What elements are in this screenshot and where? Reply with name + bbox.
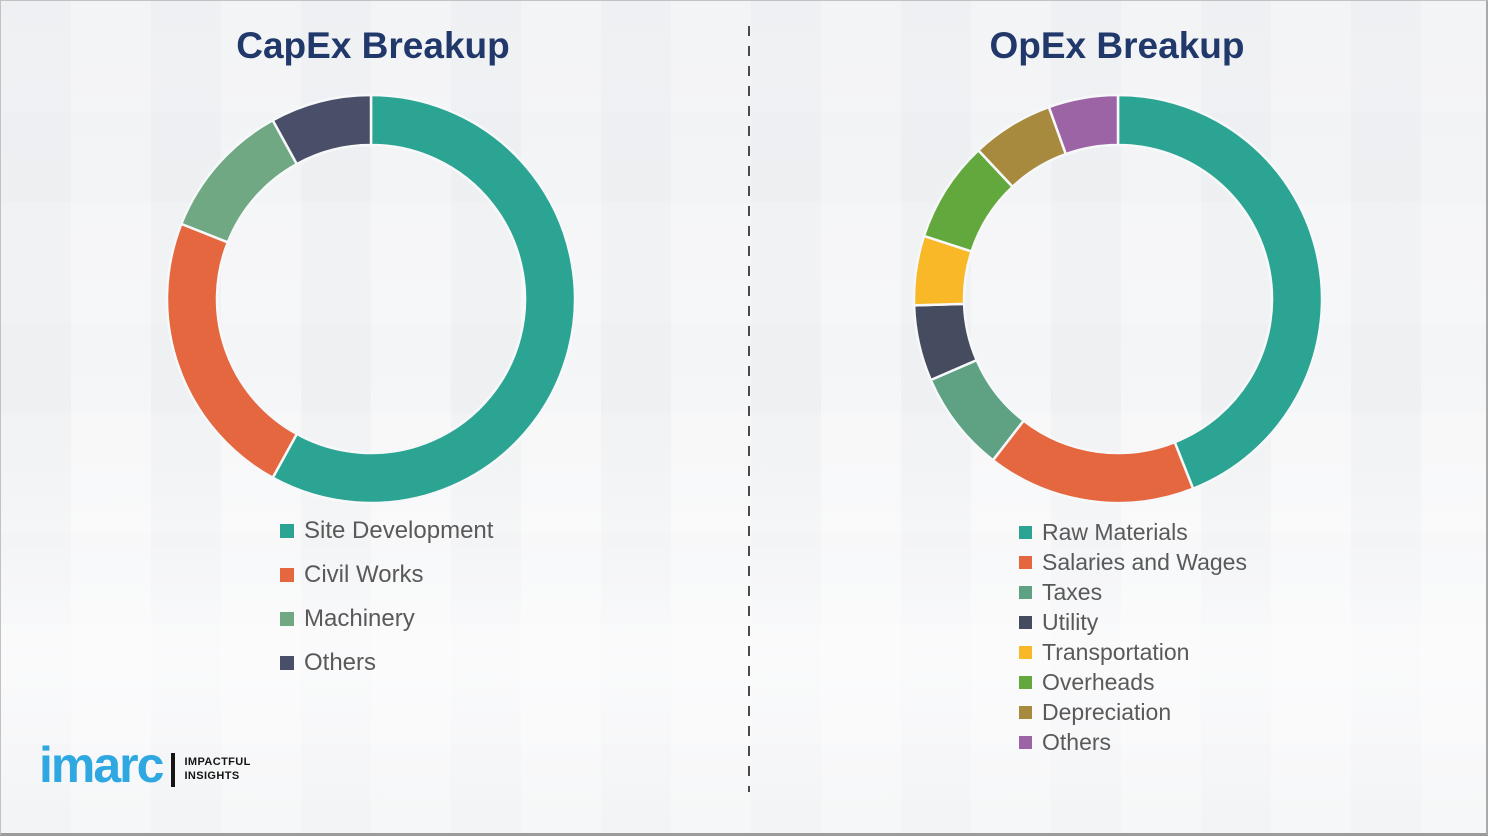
- legend-swatch: [1019, 705, 1032, 719]
- opex-panel: OpEx Breakup Raw Materials Salaries and W…: [745, 1, 1486, 833]
- donut-segment-civil-works: [165, 222, 299, 480]
- donut-segment-others: [271, 93, 373, 166]
- legend-label: Taxes: [1042, 578, 1103, 605]
- legend-swatch: [280, 524, 294, 538]
- legend-label: Raw Materials: [1042, 518, 1188, 545]
- legend-item: Raw Materials: [1019, 517, 1247, 547]
- legend-swatch: [1019, 555, 1032, 569]
- imarc-wordmark: imarc: [39, 737, 164, 793]
- imarc-logo: imarc IMPACTFUL INSIGHTS: [39, 737, 251, 793]
- opex-chart-title: OpEx Breakup: [989, 25, 1245, 66]
- legend-label: Depreciation: [1042, 698, 1172, 725]
- dashed-divider-line: [748, 26, 750, 792]
- legend-label: Others: [304, 649, 377, 676]
- opex-legend: Raw Materials Salaries and Wages Taxes Util…: [1019, 517, 1247, 757]
- legend-swatch: [280, 656, 294, 670]
- capex-chart-title: CapEx Breakup: [236, 25, 510, 66]
- legend-swatch: [1019, 615, 1032, 629]
- legend-swatch: [280, 612, 294, 626]
- legend-swatch: [1019, 585, 1032, 599]
- legend-swatch: [1019, 645, 1032, 659]
- legend-label: Utility: [1042, 608, 1099, 635]
- legend-item: Others: [1019, 727, 1247, 757]
- legend-item: Transportation: [1019, 637, 1247, 667]
- legend-item: Depreciation: [1019, 697, 1247, 727]
- legend-swatch: [1019, 525, 1032, 539]
- legend-label: Site Development: [304, 517, 494, 544]
- donut-segment-salaries-and-wages: [991, 419, 1195, 505]
- legend-item: Machinery: [280, 597, 493, 641]
- legend-item: Others: [280, 641, 493, 685]
- logo-separator-bar: [171, 753, 176, 787]
- donut-segment-others: [1047, 93, 1120, 156]
- legend-label: Civil Works: [304, 561, 424, 588]
- donut-segment-site-development: [271, 93, 577, 505]
- legend-swatch: [1019, 735, 1032, 749]
- legend-item: Taxes: [1019, 577, 1247, 607]
- legend-label: Salaries and Wages: [1042, 548, 1247, 575]
- legend-swatch: [1019, 675, 1032, 689]
- logo-tagline-line2: INSIGHTS: [184, 770, 240, 782]
- legend-swatch: [280, 568, 294, 582]
- legend-item: Salaries and Wages: [1019, 547, 1247, 577]
- logo-tagline-line1: IMPACTFUL: [184, 756, 251, 769]
- capex-legend: Site Development Civil Works Machinery Othe…: [280, 509, 493, 685]
- legend-label: Machinery: [304, 605, 415, 632]
- legend-label: Overheads: [1042, 668, 1155, 695]
- legend-item: Site Development: [280, 509, 493, 553]
- opex-donut-chart: [912, 93, 1324, 505]
- legend-item: Civil Works: [280, 553, 493, 597]
- capex-panel: CapEx Breakup Site Development Civil Work…: [1, 1, 745, 833]
- donut-segment-raw-materials: [1116, 93, 1324, 490]
- capex-donut-chart: [165, 93, 577, 505]
- legend-label: Others: [1042, 728, 1112, 755]
- donut-segment-machinery: [180, 118, 299, 244]
- legend-label: Transportation: [1042, 638, 1190, 665]
- logo-tagline: IMPACTFUL INSIGHTS: [184, 756, 250, 784]
- legend-item: Overheads: [1019, 667, 1247, 697]
- legend-item: Utility: [1019, 607, 1247, 637]
